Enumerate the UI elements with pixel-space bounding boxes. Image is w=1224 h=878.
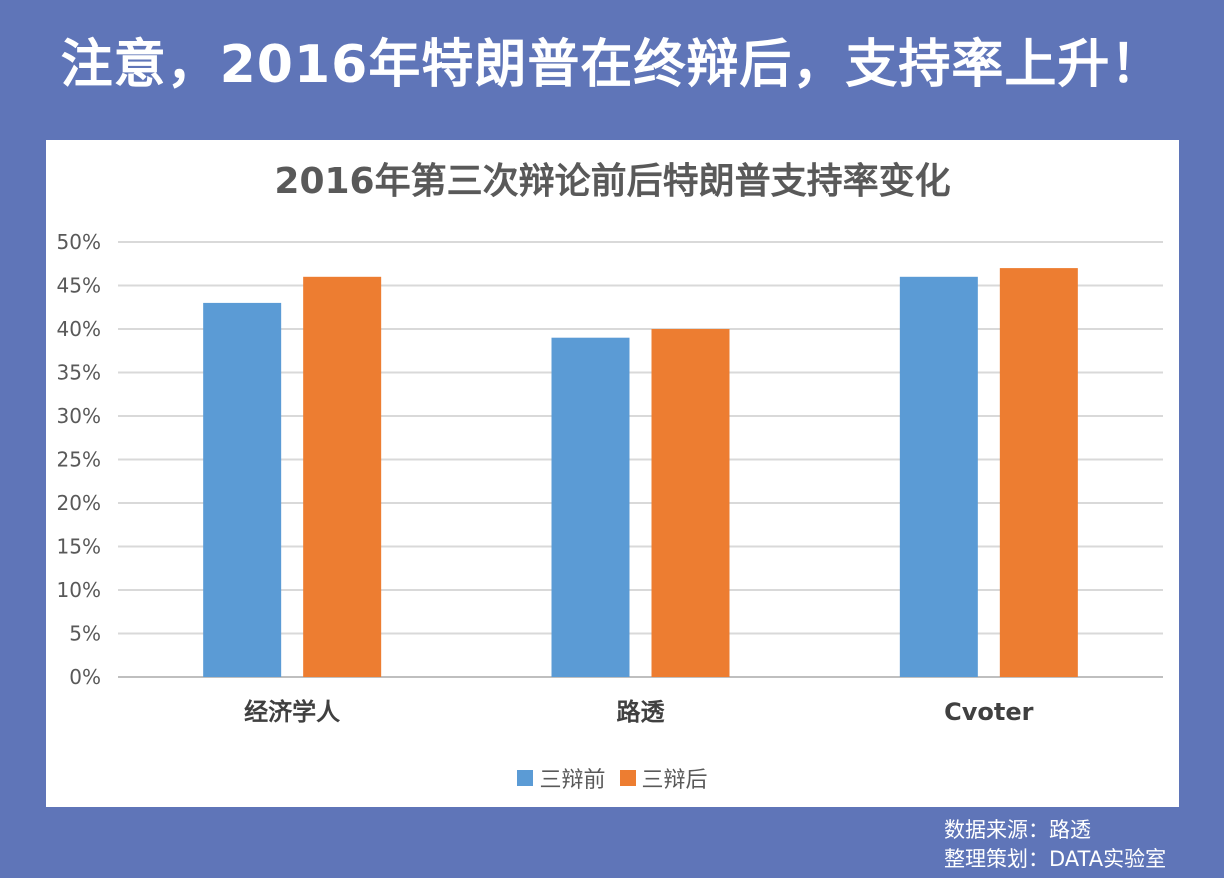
bar-before [551,337,630,677]
bar-after [651,329,730,677]
legend-label-after: 三辩后 [641,768,708,793]
y-tick-label: 5% [69,622,101,646]
bar-after [303,276,382,677]
legend-label-before: 三辩前 [539,768,606,793]
x-tick-label: 路透 [617,698,666,726]
y-tick-label: 0% [69,665,101,689]
y-tick-label: 35% [57,361,101,385]
y-tick-label: 40% [57,317,101,341]
headline: 注意，2016年特朗普在终辩后，支持率上升！ [60,35,1164,95]
bar-before [899,276,978,677]
source-note: 数据来源：路透 整理策划：DATA实验室 [944,816,1166,874]
bar-chart: 0% 5% 10% 15% 20% 25% 30% 35% 40% 45% 50% 经济学人 路透 Cvo… [57,230,1163,726]
source-line-data: 数据来源：路透 [944,818,1091,842]
x-tick-label: Cvoter [944,698,1033,726]
bar-after [999,268,1078,677]
y-tick-label: 50% [57,230,101,254]
chart-panel: 2016年第三次辩论前后特朗普支持率变化 0% 5% 10% 15% 20% 25% 30%… [46,140,1179,807]
source-line-credit: 整理策划：DATA实验室 [944,847,1167,871]
legend-swatch-after [619,770,636,786]
y-tick-label: 20% [57,491,101,515]
y-tick-label: 10% [57,578,101,602]
legend-item-before: 三辩前 [517,762,606,794]
bar-before [203,302,282,677]
y-tick-label: 15% [57,535,101,559]
y-tick-label: 25% [57,448,101,472]
y-tick-label: 45% [57,274,101,298]
legend: 三辩前 三辩后 [46,762,1179,794]
legend-item-after: 三辩后 [619,762,708,794]
chart-title: 2016年第三次辩论前后特朗普支持率变化 [274,161,951,202]
y-tick-label: 30% [57,404,101,428]
legend-swatch-before [517,770,534,786]
x-tick-label: 经济学人 [244,698,340,726]
